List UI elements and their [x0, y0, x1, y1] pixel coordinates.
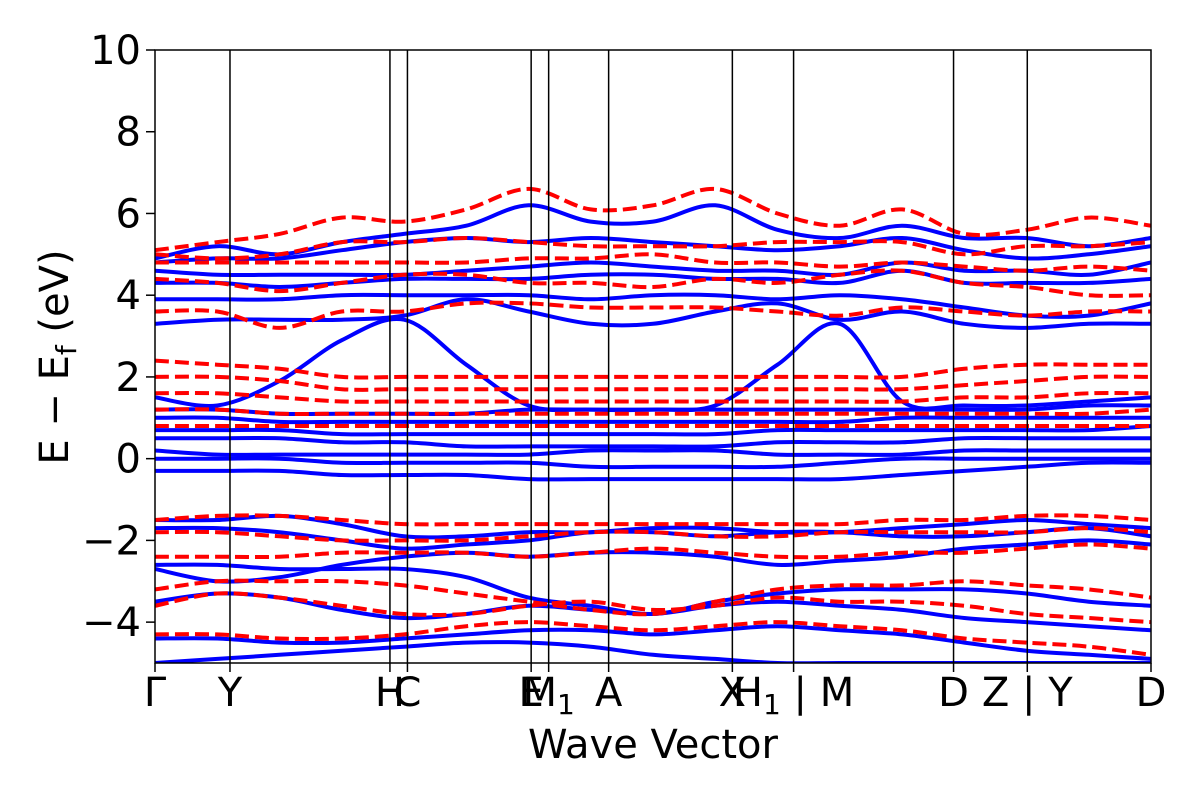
band-line-dashed	[155, 591, 1151, 625]
x-tick-label: C	[393, 670, 421, 716]
x-tick-label-text: M	[522, 670, 557, 716]
y-tick-label: −2	[82, 518, 141, 564]
y-tick-label: 8	[116, 110, 141, 156]
x-tick-label: D	[938, 670, 969, 716]
band-line-dashed	[155, 358, 1151, 380]
y-tick-label: −4	[82, 600, 141, 646]
band-line-dashed	[155, 268, 1151, 298]
x-tick-label-suffix: | M	[781, 670, 854, 716]
x-tick-label-subscript: 1	[763, 688, 781, 721]
y-tick-label: 10	[90, 28, 141, 74]
x-tick-label-text: D	[938, 670, 969, 716]
band-line-dashed	[155, 578, 1151, 617]
x-tick-label: Z | Y	[982, 670, 1073, 716]
x-tick-label: X	[719, 670, 746, 716]
x-tick-label: Γ	[144, 670, 167, 716]
x-tick-label: E	[519, 670, 544, 716]
band-line-dashed	[155, 620, 1151, 657]
x-tick-label-text: A	[595, 670, 623, 716]
band-line-solid	[155, 316, 1151, 413]
band-line-solid	[155, 292, 1151, 319]
x-tick-label-text: Z | Y	[982, 670, 1073, 716]
x-tick-label-text: Y	[217, 670, 243, 716]
band-line-dashed	[155, 407, 1151, 417]
band-line-dashed	[155, 542, 1151, 560]
band-line-dashed	[155, 300, 1151, 330]
band-line-solid	[155, 448, 1151, 457]
y-axis-title-subscript: f	[50, 344, 83, 355]
x-tick-label-text: C	[393, 670, 421, 716]
band-line-dashed	[155, 374, 1151, 392]
band-line-solid	[155, 640, 1151, 663]
x-tick-label: D	[1136, 670, 1167, 716]
y-tick-label: 0	[116, 437, 141, 483]
x-tick-label-text: H	[733, 670, 763, 716]
x-tick-label: H	[375, 670, 405, 716]
band-line-dashed	[155, 186, 1151, 253]
band-line-solid	[155, 456, 1151, 470]
band-line-solid	[155, 624, 1151, 661]
x-tick-label: H1 | M	[733, 670, 854, 721]
y-axis-title-main: E − E	[32, 355, 78, 465]
band-line-solid	[155, 297, 1151, 330]
x-tick-label-text: H	[375, 670, 405, 716]
band-line-dashed	[155, 526, 1151, 543]
plot-frame	[154, 49, 1152, 664]
band-line-dashed	[155, 236, 1151, 261]
band-line-solid	[155, 424, 1151, 437]
x-tick-label-text: D	[1136, 670, 1167, 716]
high-symmetry-lines	[229, 50, 1029, 663]
x-tick-label-subscript: 1	[557, 688, 575, 721]
y-axis-title-unit: (eV)	[32, 249, 78, 345]
band-line-solid	[155, 435, 1151, 449]
band-line-solid	[155, 538, 1151, 584]
band-line-solid	[155, 460, 1151, 482]
x-axis-title: Wave Vector	[528, 722, 779, 768]
x-tick-label: A	[595, 670, 623, 716]
band-line-solid	[155, 415, 1151, 425]
x-tick-label-text: E	[519, 670, 544, 716]
y-tick-label: 2	[116, 355, 141, 401]
y-tick-label: 4	[116, 273, 141, 319]
bands-layer	[155, 186, 1151, 663]
band-line-dashed	[155, 390, 1151, 404]
y-axis-ticks: −4 −2 0 2 4 6 8 10	[82, 28, 155, 646]
y-tick-label: 6	[116, 191, 141, 237]
band-line-dashed	[155, 252, 1151, 273]
x-tick-label-text: Γ	[144, 670, 167, 716]
x-tick-label: M1	[522, 670, 574, 721]
band-line-solid	[155, 260, 1151, 278]
y-axis-title: E − Ef (eV)	[32, 249, 83, 464]
x-tick-label-text: X	[719, 670, 746, 716]
band-line-solid	[155, 513, 1151, 540]
band-line-dashed	[155, 513, 1151, 527]
x-tick-label: Y	[217, 670, 243, 716]
